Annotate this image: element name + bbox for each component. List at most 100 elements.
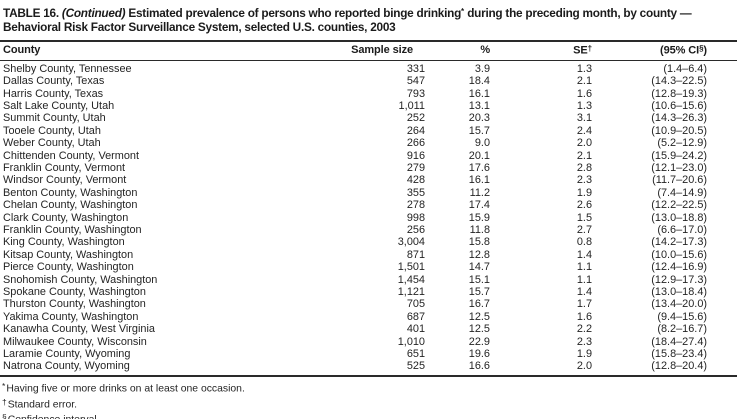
- footnote-line: *Having five or more drinks on at least …: [2, 380, 737, 396]
- cell-se: 1.1: [576, 273, 592, 286]
- cell-sample-size: 525: [406, 360, 425, 373]
- table-row: Weber County, Utah 266 9.0 2.0 (5.2–12.9…: [0, 137, 737, 149]
- cell-ci: (13.0–18.8): [651, 211, 707, 224]
- table-row: Windsor County, Vermont 428 16.1 2.3 (11…: [0, 174, 737, 186]
- cell-county: Chittenden County, Vermont: [3, 149, 140, 162]
- cell-percent: 19.6: [468, 348, 490, 361]
- cell-county: Franklin County, Vermont: [3, 161, 126, 174]
- cell-county: Franklin County, Washington: [3, 223, 142, 236]
- cell-county: Thurston County, Washington: [3, 298, 146, 311]
- cell-percent: 22.9: [468, 335, 490, 348]
- table-row: Thurston County, Washington 705 16.7 1.7…: [0, 298, 737, 310]
- cell-county: Harris County, Texas: [3, 87, 104, 100]
- header-row: County Sample size % SE† (95% CI§): [0, 41, 737, 61]
- table-row: Franklin County, Vermont 279 17.6 2.8 (1…: [0, 162, 737, 174]
- cell-percent: 15.9: [468, 211, 490, 224]
- cell-percent: 15.7: [468, 124, 490, 137]
- footnote-text: Standard error.: [7, 399, 78, 411]
- table-row: Tooele County, Utah 264 15.7 2.4 (10.9–2…: [0, 125, 737, 137]
- cell-ci: (9.4–15.6): [657, 310, 707, 323]
- cell-se: 1.5: [576, 211, 592, 224]
- column-header-se: SE†: [490, 41, 592, 61]
- cell-sample-size: 252: [406, 112, 425, 125]
- table-row: Chittenden County, Vermont 916 20.1 2.1 …: [0, 150, 737, 162]
- cell-sample-size: 355: [406, 186, 425, 199]
- cell-ci: (12.1–23.0): [651, 161, 707, 174]
- cell-ci: (14.3–26.3): [651, 112, 707, 125]
- cell-county: Shelby County, Tennessee: [3, 62, 132, 75]
- cell-ci: (12.8–19.3): [651, 87, 707, 100]
- title-text-line1-cont: during the preceding month, by county —: [464, 6, 692, 20]
- table-row: Pierce County, Washington 1,501 14.7 1.1…: [0, 261, 737, 273]
- cell-se: 1.6: [576, 310, 592, 323]
- column-header-ci: (95% CI§): [592, 41, 737, 61]
- column-header-county: County: [0, 41, 348, 61]
- cell-sample-size: 705: [406, 298, 425, 311]
- cell-percent: 17.4: [468, 199, 490, 212]
- cell-sample-size: 1,010: [397, 335, 425, 348]
- cell-county: Natrona County, Wyoming: [3, 360, 130, 373]
- cell-percent: 12.8: [468, 248, 490, 261]
- table-row: Franklin County, Washington 256 11.8 2.7…: [0, 224, 737, 236]
- cell-percent: 20.3: [468, 112, 490, 125]
- cell-county: Milwaukee County, Wisconsin: [3, 335, 147, 348]
- footnote-marker: §: [2, 412, 7, 419]
- table-row: Natrona County, Wyoming 525 16.6 2.0 (12…: [0, 360, 737, 375]
- cell-percent: 15.8: [468, 236, 490, 249]
- cell-county: Kitsap County, Washington: [3, 248, 134, 261]
- table-row: Summit County, Utah 252 20.3 3.1 (14.3–2…: [0, 112, 737, 124]
- data-table: County Sample size % SE† (95% CI§) Shelb…: [0, 40, 737, 377]
- table-row: Snohomish County, Washington 1,454 15.1 …: [0, 274, 737, 286]
- ci-footnote-marker: §: [699, 44, 704, 54]
- cell-ci: (1.4–6.4): [663, 62, 707, 75]
- table-row: Kanawha County, West Virginia 401 12.5 2…: [0, 323, 737, 335]
- cell-ci: (7.4–14.9): [657, 186, 707, 199]
- cell-sample-size: 3,004: [397, 236, 425, 249]
- cell-se: 2.3: [576, 335, 592, 348]
- cell-county: Salt Lake County, Utah: [3, 99, 115, 112]
- cell-se: 3.1: [576, 112, 592, 125]
- cell-percent: 17.6: [468, 161, 490, 174]
- cell-county: Chelan County, Washington: [3, 199, 138, 212]
- table-row: Spokane County, Washington 1,121 15.7 1.…: [0, 286, 737, 298]
- cell-percent: 16.1: [468, 87, 490, 100]
- cell-sample-size: 916: [406, 149, 425, 162]
- cell-ci: (10.6–15.6): [651, 99, 707, 112]
- table-header: County Sample size % SE† (95% CI§): [0, 41, 737, 61]
- cell-county: King County, Washington: [3, 236, 125, 249]
- cell-se: 1.1: [576, 261, 592, 274]
- cell-county: Dallas County, Texas: [3, 75, 105, 88]
- cell-sample-size: 1,501: [397, 261, 425, 274]
- cell-percent: 20.1: [468, 149, 490, 162]
- cell-percent: 12.5: [468, 323, 490, 336]
- se-footnote-marker: †: [587, 44, 592, 54]
- table-row: Laramie County, Wyoming 651 19.6 1.9 (15…: [0, 348, 737, 360]
- cell-se: 1.4: [576, 286, 592, 298]
- cell-sample-size: 871: [406, 248, 425, 261]
- cell-se: 1.4: [576, 248, 592, 261]
- table-row: Clark County, Washington 998 15.9 1.5 (1…: [0, 212, 737, 224]
- cell-se: 2.7: [576, 223, 592, 236]
- table-row: Kitsap County, Washington 871 12.8 1.4 (…: [0, 249, 737, 261]
- column-header-sample-size: Sample size: [348, 41, 425, 61]
- cell-county: Snohomish County, Washington: [3, 273, 158, 286]
- cell-ci: (10.9–20.5): [651, 124, 707, 137]
- cell-se: 1.3: [576, 99, 592, 112]
- cell-se: 2.1: [576, 149, 592, 162]
- cell-sample-size: 547: [406, 75, 425, 88]
- cell-sample-size: 998: [406, 211, 425, 224]
- cell-ci: (12.8–20.4): [651, 360, 707, 373]
- cell-county: Kanawha County, West Virginia: [3, 323, 155, 336]
- cell-se: 2.3: [576, 174, 592, 187]
- cell-percent: 11.2: [469, 186, 490, 199]
- column-header-percent: %: [425, 41, 490, 61]
- cell-percent: 15.1: [468, 273, 490, 286]
- table-row: Harris County, Texas 793 16.1 1.6 (12.8–…: [0, 88, 737, 100]
- cell-se: 2.0: [576, 360, 592, 373]
- cell-ci: (12.4–16.9): [651, 261, 707, 274]
- cell-ci: (15.9–24.2): [651, 149, 707, 162]
- cell-se: 2.8: [576, 161, 592, 174]
- table-row: King County, Washington 3,004 15.8 0.8 (…: [0, 236, 737, 248]
- table-row: Chelan County, Washington 278 17.4 2.6 (…: [0, 199, 737, 211]
- cell-ci: (6.6–17.0): [657, 223, 707, 236]
